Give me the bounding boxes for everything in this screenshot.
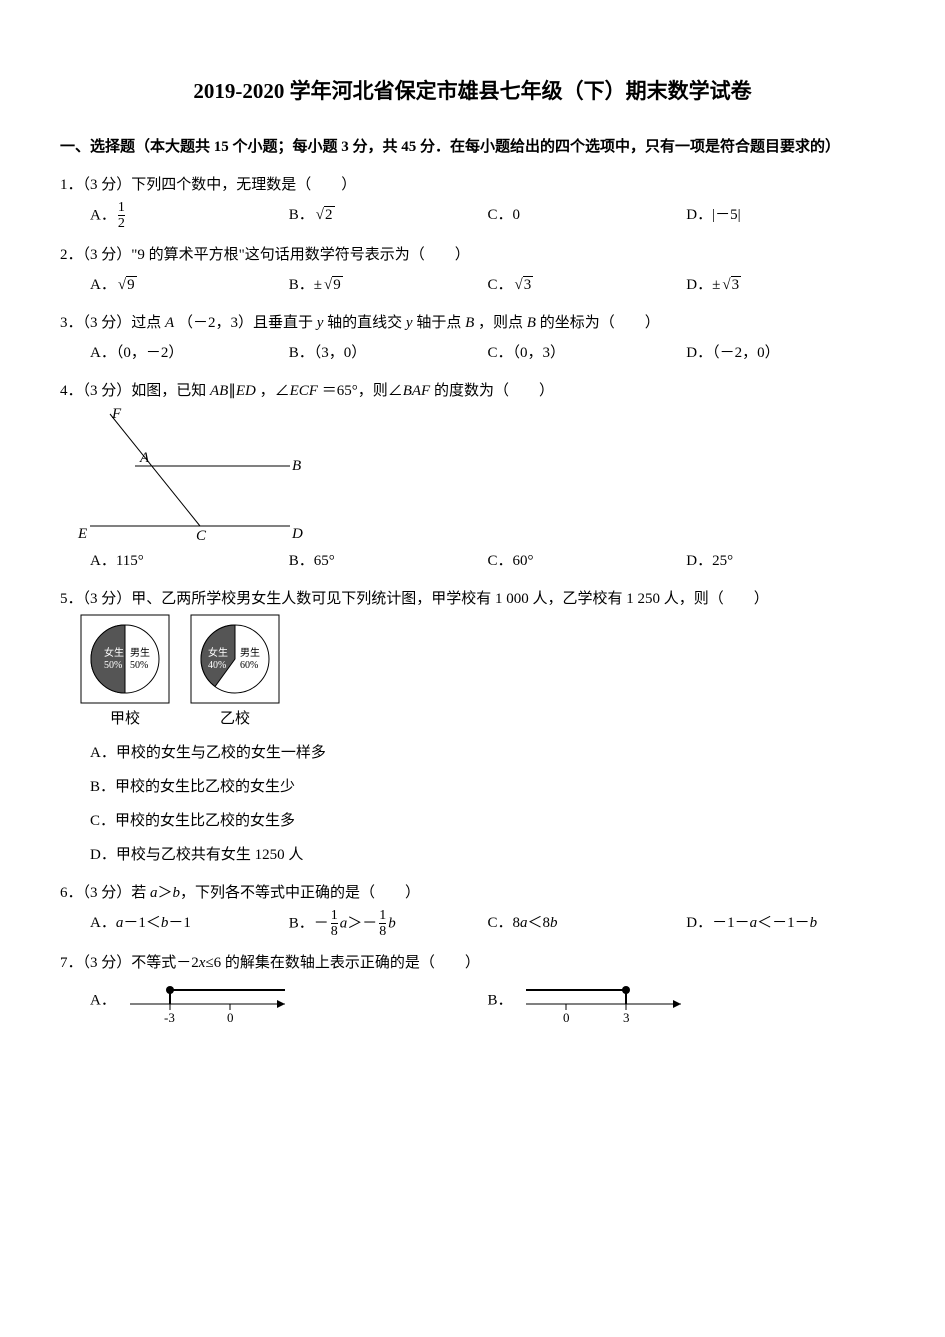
page-title: 2019-2020 学年河北省保定市雄县七年级（下）期末数学试卷 [60, 70, 885, 112]
svg-text:50%: 50% [104, 660, 122, 671]
svg-text:0: 0 [563, 1010, 570, 1024]
q4-opt-a: A．115° [90, 546, 289, 576]
svg-text:B: B [292, 458, 301, 474]
q1-opt-d: D．|－5| [686, 200, 885, 232]
q3-stem: 3．（3 分）过点 A （－2，3）且垂直于 y 轴的直线交 y 轴于点 B ，… [60, 308, 885, 338]
q5-opt-c: C．甲校的女生比乙校的女生多 [90, 806, 885, 836]
svg-text:3: 3 [623, 1010, 630, 1024]
svg-text:D: D [291, 526, 303, 542]
svg-text:60%: 60% [240, 660, 258, 671]
question-6: 6．（3 分）若 a＞b，下列各不等式中正确的是（ ） A．a－1＜b－1 B．… [60, 878, 885, 940]
question-1: 1．（3 分）下列四个数中，无理数是（ ） A．12 B．2 C．0 D．|－5… [60, 170, 885, 232]
q3-opt-c: C．（0，3） [488, 338, 687, 368]
q4-stem: 4．（3 分）如图，已知 AB∥ED ，∠ECF ＝65°，则∠BAF 的度数为… [60, 376, 885, 406]
q2-opt-d: D．±3 [686, 270, 885, 300]
svg-text:E: E [77, 526, 87, 542]
svg-text:F: F [111, 406, 122, 422]
svg-text:50%: 50% [130, 660, 148, 671]
question-4: 4．（3 分）如图，已知 AB∥ED ，∠ECF ＝65°，则∠BAF 的度数为… [60, 376, 885, 576]
q6-opt-a: A．a－1＜b－1 [90, 908, 289, 940]
q4-opt-b: B．65° [289, 546, 488, 576]
q2-opt-c: C．3 [488, 270, 687, 300]
q5-stem: 5．（3 分）甲、乙两所学校男女生人数可见下列统计图，甲学校有 1 000 人，… [60, 584, 885, 614]
q1-opt-c: C．0 [488, 200, 687, 232]
q3-opt-d: D．（－2，0） [686, 338, 885, 368]
q5-opt-b: B．甲校的女生比乙校的女生少 [90, 772, 885, 802]
q1-stem: 1．（3 分）下列四个数中，无理数是（ ） [60, 170, 885, 200]
q6-opt-b: B．－18a＞－18b [289, 908, 488, 940]
q3-opt-b: B．（3，0） [289, 338, 488, 368]
q6-opt-d: D．－1－a＜－1－b [686, 908, 885, 940]
q2-opt-b: B．±9 [289, 270, 488, 300]
q7-stem: 7．（3 分）不等式－2x≤6 的解集在数轴上表示正确的是（ ） [60, 948, 885, 978]
q7-opt-a: A． -3 0 [90, 978, 488, 1024]
q5-caption-1: 甲校 [80, 704, 170, 734]
q5-opt-d: D．甲校与乙校共有女生 1250 人 [90, 840, 885, 870]
q1-opt-a: A．12 [90, 200, 289, 232]
q4-opt-c: C．60° [488, 546, 687, 576]
q5-caption-2: 乙校 [190, 704, 280, 734]
q1-opt-b: B．2 [289, 200, 488, 232]
question-7: 7．（3 分）不等式－2x≤6 的解集在数轴上表示正确的是（ ） A． -3 0 [60, 948, 885, 1024]
q3-opt-a: A．（0，－2） [90, 338, 289, 368]
q5-pie-1: 女生 50% 男生 50% [80, 614, 170, 704]
q6-stem: 6．（3 分）若 a＞b，下列各不等式中正确的是（ ） [60, 878, 885, 908]
q7-opt-b: B． 0 3 [488, 978, 886, 1024]
q4-figure: F A B E C D [70, 406, 310, 546]
svg-text:女生: 女生 [104, 646, 124, 659]
q2-stem: 2．（3 分）"9 的算术平方根"这句话用数学符号表示为（ ） [60, 240, 885, 270]
svg-text:A: A [139, 450, 150, 466]
q5-pie-2: 女生 40% 男生 60% [190, 614, 280, 704]
svg-text:男生: 男生 [130, 646, 150, 659]
q6-opt-c: C．8a＜8b [488, 908, 687, 940]
question-5: 5．（3 分）甲、乙两所学校男女生人数可见下列统计图，甲学校有 1 000 人，… [60, 584, 885, 870]
q2-opt-a: A．9 [90, 270, 289, 300]
svg-text:C: C [196, 528, 207, 544]
q4-opt-d: D．25° [686, 546, 885, 576]
svg-text:0: 0 [227, 1010, 234, 1024]
question-3: 3．（3 分）过点 A （－2，3）且垂直于 y 轴的直线交 y 轴于点 B ，… [60, 308, 885, 368]
svg-text:-3: -3 [164, 1010, 175, 1024]
section-heading: 一、选择题（本大题共 15 个小题；每小题 3 分，共 45 分．在每小题给出的… [60, 132, 885, 162]
svg-text:女生: 女生 [208, 646, 228, 659]
question-2: 2．（3 分）"9 的算术平方根"这句话用数学符号表示为（ ） A．9 B．±9… [60, 240, 885, 300]
q5-opt-a: A．甲校的女生与乙校的女生一样多 [90, 738, 885, 768]
svg-text:40%: 40% [208, 660, 226, 671]
svg-text:男生: 男生 [240, 646, 260, 659]
